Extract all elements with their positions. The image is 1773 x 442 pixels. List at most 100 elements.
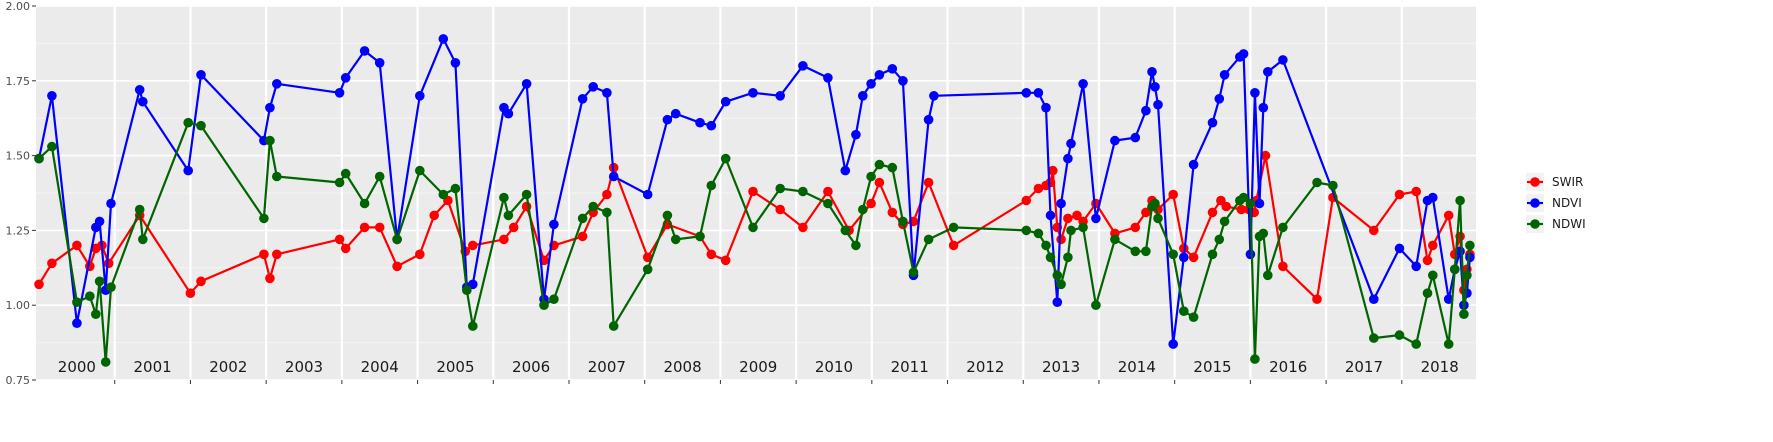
- y-tick-label: 2.00: [6, 0, 31, 13]
- data-point: [468, 279, 478, 290]
- data-point: [1207, 249, 1218, 260]
- data-point: [1278, 222, 1288, 233]
- data-point: [185, 288, 196, 299]
- data-point: [503, 108, 514, 119]
- y-tick-label: 1.75: [6, 75, 31, 88]
- data-point: [1141, 246, 1151, 257]
- data-point: [923, 234, 934, 245]
- data-point: [1153, 213, 1163, 224]
- data-point: [462, 285, 472, 296]
- data-point: [1141, 105, 1151, 116]
- data-point: [1066, 225, 1076, 236]
- year-label: 2013: [1042, 358, 1080, 376]
- data-point: [196, 120, 206, 131]
- data-point: [1179, 252, 1189, 263]
- data-point: [1033, 183, 1044, 194]
- data-point: [1021, 195, 1032, 206]
- data-point: [866, 198, 876, 209]
- data-point: [1238, 192, 1249, 203]
- data-point: [1394, 330, 1405, 340]
- data-point: [106, 282, 116, 293]
- data-point: [775, 91, 785, 101]
- data-point: [1188, 312, 1199, 323]
- data-point: [415, 249, 425, 260]
- data-point: [183, 165, 193, 176]
- series-ndwi: [34, 117, 1475, 367]
- data-point: [468, 321, 478, 331]
- data-point: [1188, 252, 1199, 263]
- data-point: [1369, 333, 1379, 343]
- data-point: [1250, 88, 1260, 98]
- data-point: [1394, 189, 1405, 200]
- data-point: [103, 258, 114, 269]
- data-point: [106, 198, 116, 209]
- data-point: [720, 96, 731, 107]
- data-point: [1168, 339, 1178, 349]
- legend-item-ndwi: NDWI: [1526, 215, 1586, 233]
- legend-key-point: [1530, 177, 1540, 187]
- data-point: [374, 222, 385, 233]
- data-point: [1066, 138, 1076, 149]
- data-point: [775, 183, 785, 194]
- y-tick-label: 1.25: [6, 224, 31, 237]
- data-point: [196, 276, 206, 287]
- data-point: [549, 219, 559, 230]
- data-point: [1041, 240, 1051, 251]
- data-point: [1179, 306, 1189, 317]
- data-point: [100, 357, 111, 367]
- legend-label: SWIR: [1552, 175, 1583, 189]
- data-point: [1110, 135, 1120, 146]
- data-point: [334, 234, 345, 245]
- data-point: [1045, 252, 1056, 263]
- y-tick-label: 1.50: [6, 150, 31, 163]
- data-point: [1411, 261, 1421, 272]
- series: [34, 34, 1475, 367]
- data-point: [908, 267, 919, 278]
- data-point: [1150, 82, 1160, 92]
- data-point: [577, 94, 588, 104]
- legend-label: NDVI: [1552, 196, 1582, 210]
- data-point: [706, 180, 717, 191]
- data-point: [1063, 213, 1073, 224]
- data-point: [1260, 150, 1271, 161]
- grid: [36, 5, 1476, 381]
- data-point: [866, 79, 876, 89]
- data-point: [670, 108, 681, 119]
- data-point: [1021, 88, 1032, 98]
- data-point: [334, 177, 345, 188]
- data-point: [468, 240, 478, 251]
- data-point: [499, 234, 509, 245]
- data-point: [539, 300, 549, 311]
- data-point: [1056, 198, 1066, 209]
- data-point: [948, 240, 959, 251]
- data-point: [1258, 228, 1269, 239]
- data-point: [1078, 222, 1088, 233]
- data-point: [1411, 186, 1421, 197]
- year-label: 2015: [1193, 358, 1231, 376]
- data-point: [588, 82, 598, 92]
- data-point: [374, 58, 385, 68]
- data-point: [1465, 240, 1475, 251]
- data-point: [706, 120, 717, 131]
- data-point: [94, 276, 105, 287]
- data-point: [1033, 88, 1044, 98]
- data-point: [1250, 354, 1260, 364]
- data-point: [1245, 198, 1256, 209]
- data-point: [1411, 339, 1421, 349]
- data-point: [1130, 222, 1141, 233]
- data-point: [265, 273, 275, 284]
- data-point: [272, 249, 282, 260]
- data-point: [1221, 201, 1231, 212]
- data-point: [340, 243, 351, 254]
- data-point: [1428, 270, 1438, 281]
- data-point: [1130, 246, 1141, 257]
- data-point: [874, 159, 885, 170]
- data-point: [1041, 102, 1051, 113]
- year-label: 2012: [966, 358, 1004, 376]
- data-point: [874, 70, 885, 80]
- data-point: [798, 61, 808, 71]
- y-axis: 0.75 1.00 1.25 1.50 1.75 2.00: [6, 0, 1403, 387]
- data-point: [720, 255, 731, 266]
- data-point: [1428, 240, 1438, 251]
